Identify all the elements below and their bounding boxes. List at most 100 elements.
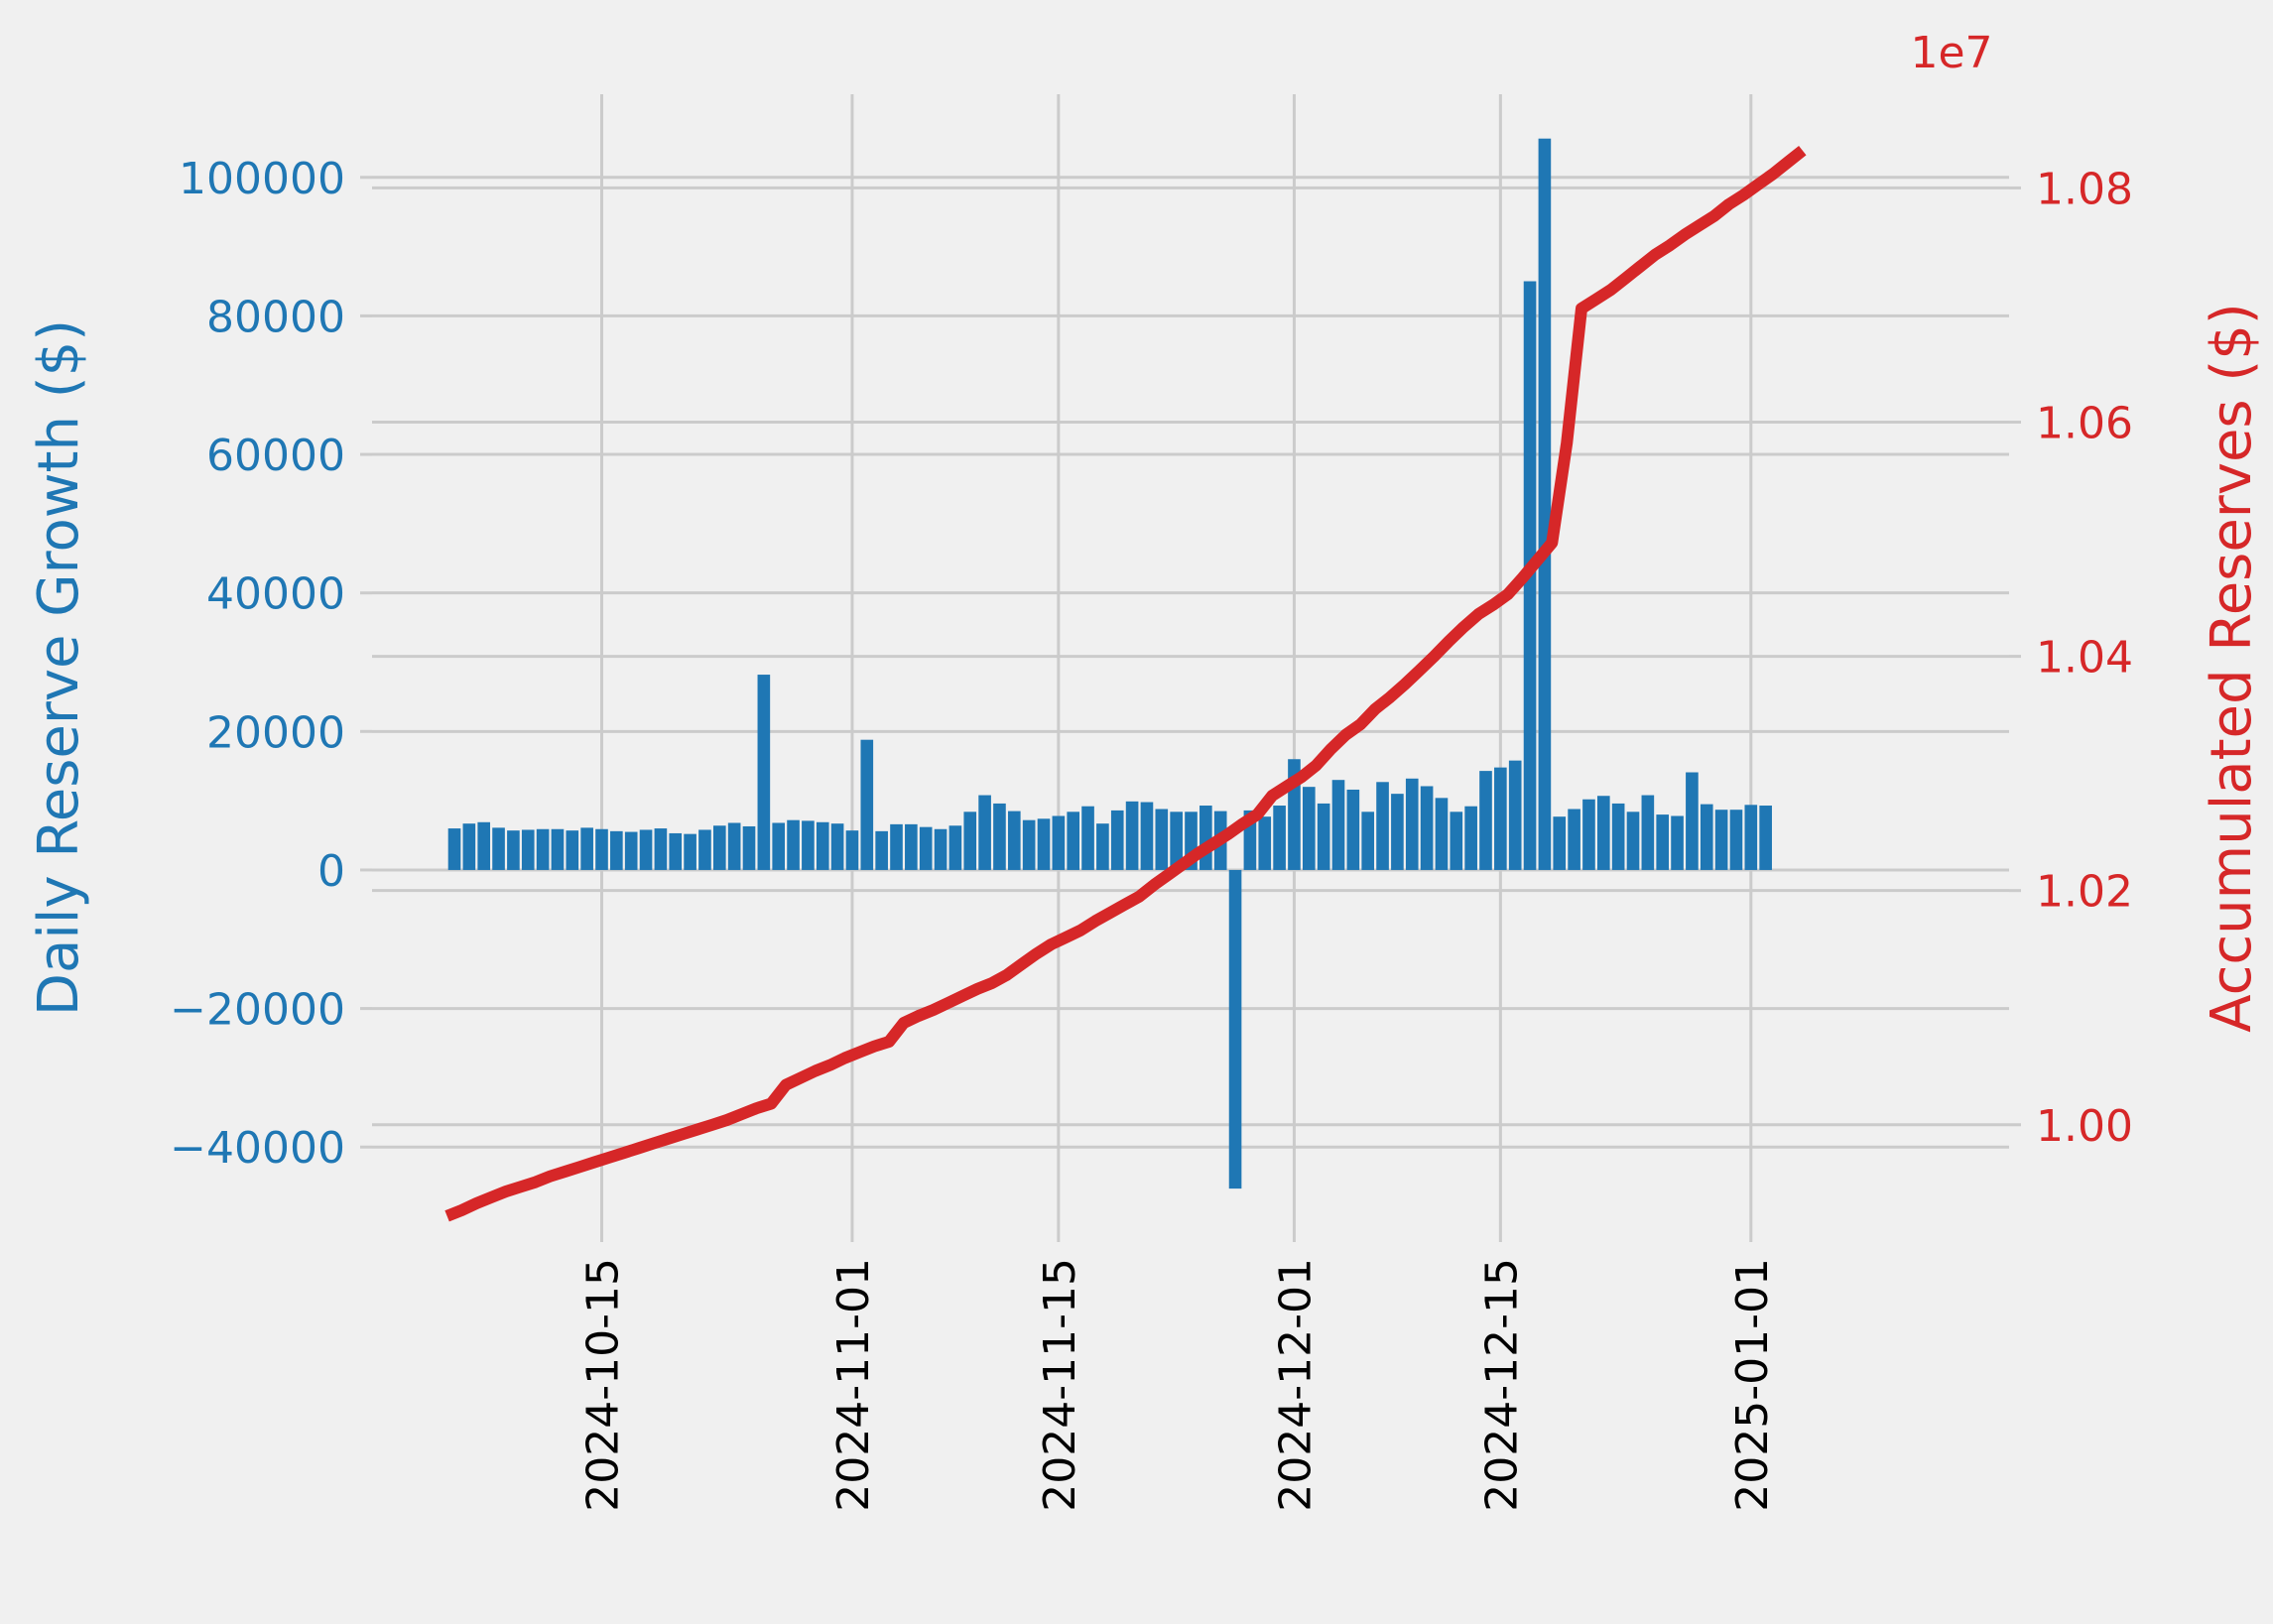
right-tick-label: 1.06: [2036, 399, 2133, 449]
bar: [919, 826, 933, 870]
bar: [536, 828, 550, 870]
x-tick-label: 2024-12-01: [1270, 1258, 1321, 1512]
right-tick-label: 1.04: [2036, 633, 2133, 684]
bar: [1125, 801, 1139, 870]
left-tick-label: 80000: [206, 292, 345, 342]
bar: [1317, 803, 1330, 870]
bar: [1361, 812, 1375, 870]
right-tick-label: 1.08: [2036, 164, 2133, 214]
bar: [727, 822, 741, 870]
x-tick-label: 2024-12-15: [1476, 1258, 1527, 1512]
bar: [1067, 812, 1080, 870]
x-tick-label: 2024-11-15: [1035, 1258, 1085, 1512]
right-axis-offset-label: 1e7: [1910, 28, 1992, 78]
bar: [1435, 798, 1449, 870]
bar: [978, 795, 991, 870]
bar: [1200, 806, 1212, 870]
bar: [669, 832, 683, 870]
bar: [802, 820, 815, 870]
bar: [1494, 767, 1507, 870]
bar: [1022, 819, 1036, 870]
bar: [742, 825, 756, 870]
left-tick-label: −40000: [170, 1123, 345, 1174]
bar: [757, 675, 771, 870]
line-series: [444, 145, 1807, 1222]
bar: [1228, 869, 1242, 1189]
left-tick-label: 100000: [179, 154, 345, 204]
bar: [1081, 806, 1094, 870]
bar: [1582, 799, 1595, 870]
bar: [1273, 806, 1286, 870]
bar: [1641, 795, 1655, 870]
bar: [1096, 823, 1109, 870]
bar: [1155, 809, 1169, 870]
bar: [1258, 816, 1272, 870]
bar: [1568, 809, 1580, 870]
bar: [875, 830, 888, 870]
bar: [1596, 796, 1610, 870]
bar: [1700, 804, 1713, 870]
bar: [1110, 810, 1124, 870]
bar: [1037, 818, 1051, 870]
bar: [963, 812, 977, 870]
bar: [1420, 786, 1434, 870]
bar: [1464, 806, 1477, 870]
bar: [1611, 803, 1625, 870]
bar: [787, 819, 800, 870]
bar: [890, 823, 903, 870]
bar: [1626, 812, 1640, 870]
bar: [1391, 794, 1404, 870]
bar: [1052, 815, 1066, 870]
bar: [580, 827, 593, 870]
left-tick-label: 40000: [206, 569, 345, 620]
bar: [830, 823, 844, 870]
bar: [1538, 138, 1552, 870]
bar: [1140, 802, 1154, 870]
bar: [654, 828, 668, 870]
bar: [1686, 772, 1699, 870]
bar-series: [447, 138, 1772, 1189]
bar: [816, 821, 829, 870]
bar: [1007, 811, 1021, 870]
bar: [698, 829, 711, 870]
x-tick-label: 2024-11-01: [828, 1258, 879, 1512]
bar: [1759, 806, 1772, 870]
bar: [624, 831, 638, 870]
bar: [566, 830, 579, 870]
bar: [905, 823, 918, 870]
bar: [1656, 814, 1670, 870]
bar: [462, 823, 476, 870]
bar: [1553, 816, 1567, 870]
bar: [1346, 789, 1360, 870]
bar: [477, 821, 491, 870]
bar: [772, 822, 786, 870]
left-tick-label: 0: [317, 846, 345, 897]
left-tick-label: −20000: [170, 985, 345, 1036]
bar: [492, 827, 505, 870]
bar: [551, 828, 565, 870]
bar: [684, 833, 696, 870]
bar: [1714, 810, 1728, 870]
bar: [934, 828, 947, 870]
bar: [1405, 778, 1419, 870]
right-axis: 1.00 1.02 1.04 1.06 1.08: [2009, 164, 2133, 1152]
bar: [595, 828, 608, 870]
bar: [447, 828, 461, 870]
bar: [860, 739, 874, 870]
bar: [1671, 815, 1684, 870]
bar: [521, 829, 535, 870]
accumulated-line: [444, 145, 1807, 1222]
bar: [1376, 782, 1389, 870]
right-tick-label: 1.00: [2036, 1101, 2133, 1152]
left-axis: −40000 −20000 0 20000 40000 60000 80000 100000: [170, 154, 372, 1174]
bar: [1729, 810, 1743, 870]
bar: [610, 830, 623, 870]
left-tick-label: 20000: [206, 707, 345, 758]
x-tick-label: 2025-01-01: [1727, 1258, 1778, 1512]
bar: [948, 825, 962, 870]
left-tick-label: 60000: [206, 431, 345, 481]
bar: [1331, 780, 1345, 870]
bar: [1508, 760, 1522, 870]
right-axis-label: Accumulated Reserves ($): [2200, 303, 2264, 1032]
